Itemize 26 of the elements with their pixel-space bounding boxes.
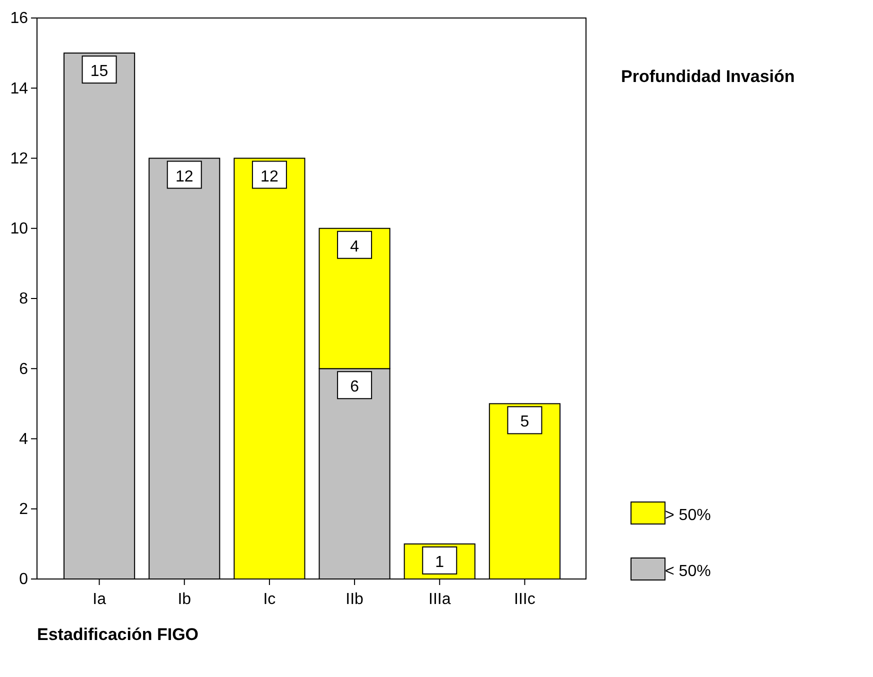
data-label: 1 xyxy=(435,554,444,571)
y-tick-label: 16 xyxy=(10,10,28,28)
data-label: 4 xyxy=(350,238,360,256)
x-tick-label: Ib xyxy=(178,591,192,608)
legend-title: Profundidad Invasión xyxy=(621,67,795,86)
y-tick-label: 14 xyxy=(10,80,28,98)
x-tick-label: Ic xyxy=(263,591,276,608)
y-tick-label: 4 xyxy=(19,430,28,448)
y-tick-label: 0 xyxy=(19,571,28,588)
data-label: 12 xyxy=(260,168,278,186)
legend-label: > 50% xyxy=(665,507,711,524)
legend-label: < 50% xyxy=(665,563,711,580)
x-tick-label: Ia xyxy=(92,591,106,608)
y-tick-label: 6 xyxy=(19,360,28,378)
x-tick-label: IIb xyxy=(346,591,364,608)
x-axis-title: Estadificación FIGO xyxy=(37,625,199,644)
data-label: 12 xyxy=(175,168,194,186)
data-label: 15 xyxy=(90,63,108,80)
y-tick-label: 12 xyxy=(10,150,28,168)
y-tick-label: 2 xyxy=(19,500,28,518)
y-tick-label: 8 xyxy=(19,290,28,308)
x-tick-label: IIIa xyxy=(428,591,451,608)
x-tick-label: IIIc xyxy=(514,591,536,608)
data-label: 5 xyxy=(520,414,530,431)
y-tick-label: 10 xyxy=(10,220,28,238)
data-label: 6 xyxy=(350,378,360,396)
